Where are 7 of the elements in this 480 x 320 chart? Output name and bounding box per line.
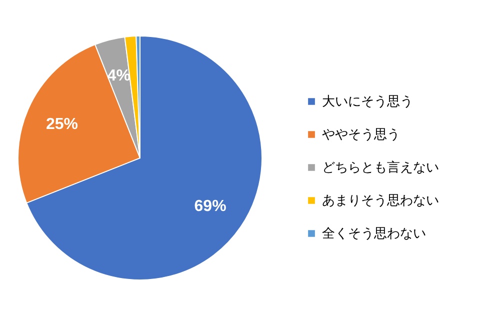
data-label: 25% [46, 116, 78, 134]
legend-label: ややそう思う [322, 126, 400, 142]
legend-label: 全くそう思わない [322, 226, 426, 240]
legend-label: どちらとも言えない [322, 160, 439, 174]
legend-label: 大いにそう思う [322, 94, 413, 108]
data-label: 69% [194, 198, 226, 215]
legend-label: あまりそう思わない [322, 192, 439, 208]
